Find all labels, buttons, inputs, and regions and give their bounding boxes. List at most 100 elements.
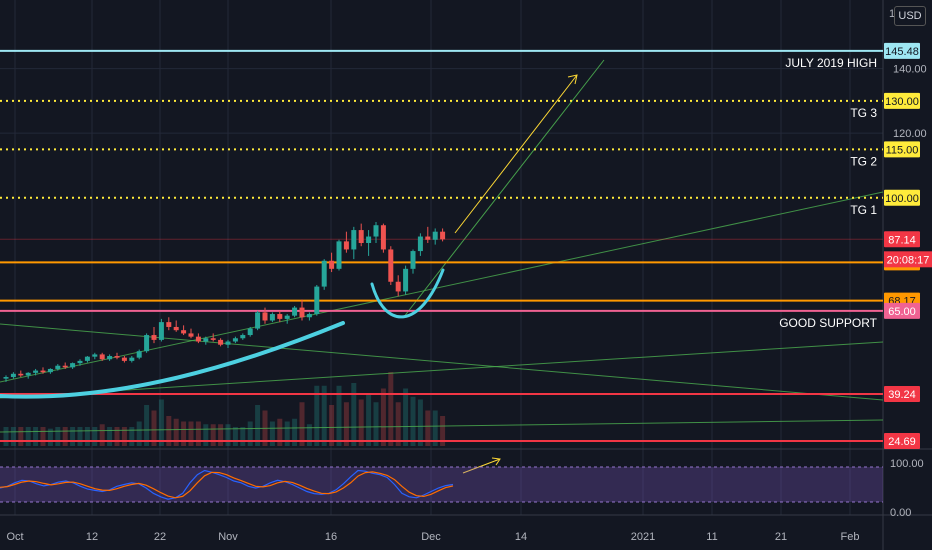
volume-bar [121,427,127,446]
price-tag: 65.00 [888,306,916,318]
yellow-arrow-line [454,74,578,234]
candle-body [232,338,238,342]
stoch-tick-label: 0.00 [890,507,911,519]
candle-body [225,341,231,345]
candle-body [218,339,224,345]
candle-body [269,314,275,321]
drawing-annotations [0,74,578,474]
candle-body [358,230,364,243]
volume-bar [40,427,46,446]
countdown-tag-bg [884,251,932,268]
volume-bar [151,410,157,446]
volume-bar [380,388,386,446]
volume-bar [314,385,320,446]
volume-bar [33,427,39,446]
price-tag-bg [884,141,920,158]
candle-body [84,356,90,361]
candle-body [47,368,53,373]
candle-body [166,322,172,327]
candle-body [366,236,372,243]
time-tick-label: 11 [706,531,717,543]
trendline-base [0,419,884,433]
volume-bar [306,424,312,446]
volume-bar [329,405,335,446]
candle-body [210,338,216,340]
volume-bar [225,424,231,446]
candle-body [70,363,76,368]
volume-bar [395,402,401,446]
candle-body [33,370,39,373]
volume-bar [373,402,379,446]
level-annotation: GOOD SUPPORT [779,316,877,330]
volume-bar [425,410,431,446]
price-tag: 39.24 [888,389,916,401]
time-axis[interactable]: Oct 12 22 Nov 16 Dec 14 2021 11 21 Feb [6,531,859,543]
candle-body [403,268,409,292]
volume-bar [166,416,172,446]
horizontal-levels: JULY 2019 HIGH TG 3 TG 2 TG 1 GOOD SUPPORT [0,49,883,442]
candle-body [136,351,142,358]
volume-bar [255,405,261,446]
candle-body [388,249,394,282]
candle-body [262,312,268,321]
currency-label[interactable]: USD [894,6,926,26]
candle-body [144,335,150,352]
volume-bar [366,394,372,446]
candle-body [247,328,253,336]
volume-bar [432,410,438,446]
time-tick-label: 21 [775,531,787,543]
volume-bar [62,427,68,446]
candle-body [99,354,105,360]
yellow-arrow-head-osc [491,457,501,466]
stoch-band [0,467,883,502]
yellow-arrow-head [567,74,578,85]
volume-bar [47,428,53,446]
candle-body [380,225,386,250]
price-tag: 24.69 [888,436,916,448]
candle-body [395,281,401,292]
candle-body [432,231,438,240]
time-tick-label: Dec [421,531,441,543]
volume-bar [3,427,9,446]
volume-bar [343,402,349,446]
volume-bar [188,421,194,446]
candle-body [336,241,342,269]
candle-body [277,314,283,319]
candle-body [114,356,120,358]
candle-body [343,241,349,250]
candle-body [77,360,83,364]
price-tag: 130.00 [885,96,919,108]
volume-bar [144,405,150,446]
candle-body [203,338,209,342]
time-tick-label: 16 [325,531,337,543]
candle-body [18,373,24,376]
volume-bar [210,424,216,446]
volume-bar [403,388,409,446]
candle-body [410,251,416,269]
volume-bar [232,427,238,446]
volume-bar [218,424,224,446]
time-tick-label: Oct [6,531,23,543]
candle-body [40,370,46,373]
candle-body [321,260,327,287]
candle-body [129,357,135,361]
time-tick-label: Feb [841,531,860,543]
volume-bar [92,427,98,446]
price-tags: 145.48130.00115.00100.0080.0068.1765.003… [884,42,932,449]
price-tag-bg [884,189,920,206]
candle-body [373,225,379,237]
candle-body [173,326,179,331]
candle-body [3,377,9,379]
volume-bar [440,416,446,446]
candle-body [329,260,335,269]
stochastic-panel [0,466,883,503]
candles [3,221,446,382]
candle-body [188,333,194,337]
current-price-tag: 87.14 [888,234,916,246]
trendline-channel [402,59,605,319]
level-annotation: TG 1 [850,203,877,217]
price-tag-bg [884,433,920,449]
volume-bar [25,427,31,446]
